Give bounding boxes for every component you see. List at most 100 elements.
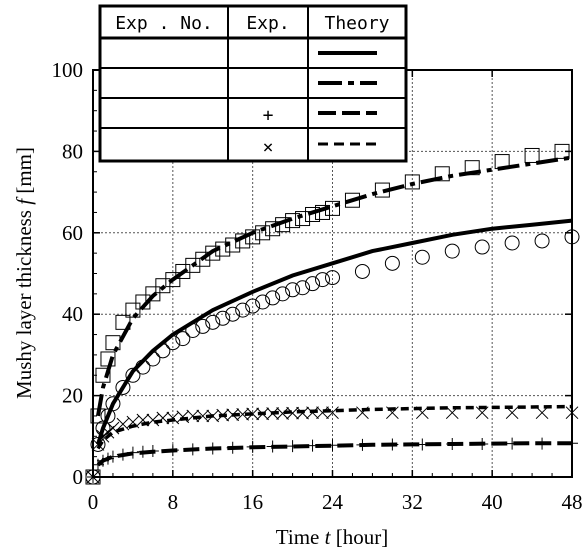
data-point-plus bbox=[306, 439, 319, 452]
legend-exp-marker-row3: + bbox=[263, 105, 274, 126]
data-point-circle bbox=[125, 367, 141, 383]
data-point-square bbox=[305, 206, 321, 222]
data-point-square bbox=[125, 302, 141, 318]
data-point-cross bbox=[276, 407, 289, 420]
data-point-square bbox=[135, 294, 151, 310]
data-point-cross bbox=[156, 411, 170, 425]
data-point-square bbox=[295, 211, 311, 227]
data-point-square bbox=[85, 469, 101, 485]
x-tick-label: 32 bbox=[402, 490, 423, 514]
data-point-plus bbox=[536, 437, 549, 450]
data-point-cross bbox=[106, 421, 120, 435]
data-point-plus bbox=[356, 438, 369, 451]
data-point-circle bbox=[205, 314, 221, 330]
data-point-square bbox=[315, 204, 331, 220]
data-point-plus bbox=[416, 438, 429, 451]
data-point-plus bbox=[126, 446, 139, 459]
data-point-square bbox=[165, 272, 181, 288]
data-point-square bbox=[325, 200, 340, 216]
data-point-square bbox=[105, 335, 121, 351]
data-point-plus bbox=[146, 444, 159, 457]
data-point-circle bbox=[305, 276, 321, 292]
data-point-cross bbox=[86, 470, 100, 484]
data-point-circle bbox=[564, 229, 580, 245]
y-tick-label: 20 bbox=[62, 384, 83, 408]
data-point-cross bbox=[286, 406, 299, 420]
data-point-circle bbox=[275, 286, 291, 302]
data-point-circle bbox=[245, 298, 261, 314]
data-point-circle bbox=[175, 331, 191, 347]
data-point-square bbox=[195, 251, 211, 267]
y-tick-label: 80 bbox=[62, 139, 83, 163]
data-point-cross bbox=[306, 406, 319, 420]
data-point-cross bbox=[236, 407, 250, 421]
x-tick-label: 40 bbox=[482, 490, 503, 514]
data-point-circle bbox=[135, 359, 151, 375]
data-point-circle bbox=[285, 282, 301, 298]
data-point-plus bbox=[246, 440, 259, 453]
data-point-square bbox=[155, 278, 171, 294]
data-point-plus bbox=[226, 441, 239, 454]
data-point-square bbox=[374, 182, 390, 198]
legend-header-theory: Theory bbox=[324, 13, 389, 34]
data-point-cross bbox=[505, 406, 519, 420]
data-point-cross bbox=[356, 406, 369, 420]
data-point-cross bbox=[101, 425, 115, 439]
data-point-plus bbox=[506, 437, 519, 450]
data-point-circle bbox=[235, 302, 251, 318]
data-point-circle bbox=[265, 290, 281, 306]
data-point-cross bbox=[116, 417, 130, 431]
data-point-cross bbox=[445, 406, 459, 420]
data-point-plus bbox=[446, 438, 459, 451]
data-point-cross bbox=[316, 406, 329, 420]
y-tick-label: 0 bbox=[73, 465, 84, 489]
x-tick-label: 0 bbox=[88, 490, 99, 514]
data-point-cross bbox=[296, 406, 309, 420]
data-point-cross bbox=[126, 415, 140, 429]
data-point-circle bbox=[255, 294, 271, 310]
theory-curve-dash-dot bbox=[96, 155, 573, 417]
x-tick-label: 24 bbox=[322, 490, 344, 514]
data-point-circle bbox=[354, 263, 370, 279]
data-point-circle bbox=[315, 272, 331, 288]
data-point-cross bbox=[216, 408, 230, 422]
data-point-plus bbox=[136, 445, 149, 458]
data-point-square bbox=[275, 217, 291, 233]
data-point-square bbox=[245, 229, 261, 245]
data-point-circle bbox=[90, 436, 106, 452]
data-point-cross bbox=[96, 429, 110, 443]
x-tick-label: 48 bbox=[562, 490, 583, 514]
data-point-plus bbox=[476, 438, 489, 451]
data-point-cross bbox=[186, 409, 200, 423]
data-point-cross bbox=[91, 438, 105, 451]
data-point-cross bbox=[565, 406, 579, 420]
data-point-square bbox=[225, 237, 241, 253]
data-point-cross bbox=[146, 413, 160, 427]
data-point-square bbox=[215, 241, 231, 257]
data-point-plus bbox=[286, 440, 299, 453]
data-point-cross bbox=[266, 407, 279, 420]
data-point-cross bbox=[136, 413, 150, 427]
x-axis-label: Time t [hour] bbox=[276, 525, 388, 549]
data-point-plus bbox=[266, 440, 279, 453]
data-point-plus bbox=[566, 437, 578, 450]
data-point-cross bbox=[246, 407, 260, 421]
data-point-square bbox=[404, 174, 420, 190]
data-point-circle bbox=[195, 318, 211, 334]
data-point-square bbox=[285, 213, 301, 229]
data-point-square bbox=[145, 286, 161, 302]
data-point-square bbox=[185, 257, 201, 273]
data-point-plus bbox=[166, 444, 179, 457]
data-point-square bbox=[464, 160, 480, 176]
data-point-plus bbox=[206, 442, 219, 455]
data-point-circle bbox=[155, 343, 171, 359]
data-point-plus bbox=[186, 443, 199, 456]
data-point-cross bbox=[535, 406, 549, 420]
data-point-cross bbox=[166, 411, 180, 425]
tick-labels: 0 8 16 24 32 40 48 0 20 40 60 80 100 bbox=[52, 58, 583, 514]
data-point-cross bbox=[326, 406, 339, 420]
data-point-cross bbox=[226, 408, 240, 422]
data-point-circle bbox=[384, 255, 400, 271]
data-point-square bbox=[494, 154, 510, 170]
